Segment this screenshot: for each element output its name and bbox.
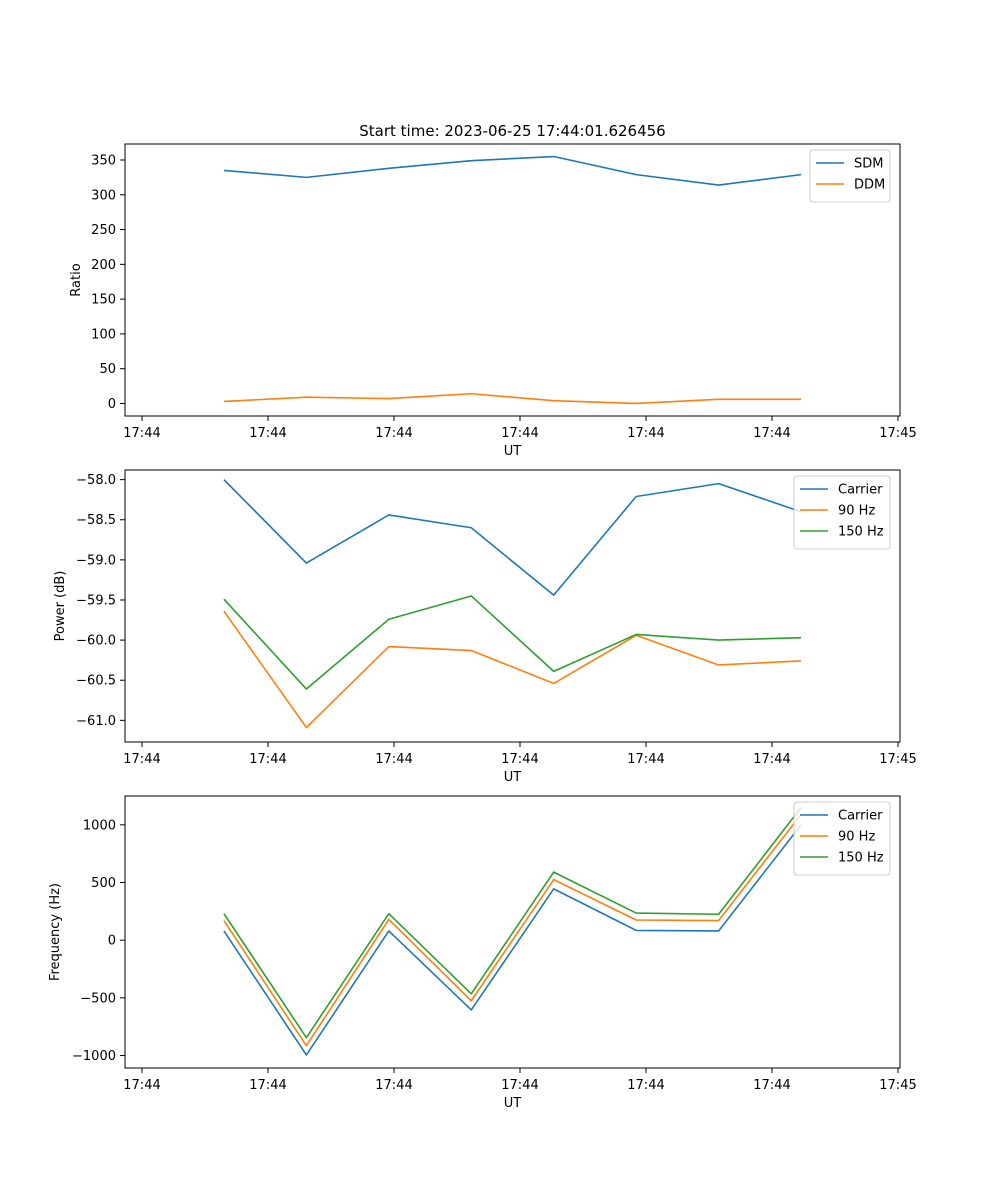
x-tick-label: 17:44 — [501, 426, 538, 441]
x-tick-label: 17:44 — [249, 426, 286, 441]
chart-title: Start time: 2023-06-25 17:44:01.626456 — [359, 122, 665, 140]
legend-entry: Carrier — [838, 483, 883, 498]
y-axis-label: Power (dB) — [53, 571, 68, 642]
x-tick-label: 17:44 — [249, 1078, 286, 1093]
y-tick-label: 500 — [91, 876, 116, 891]
x-tick-label: 17:44 — [627, 752, 664, 767]
x-axis-label: UT — [504, 1096, 522, 1111]
y-tick-label: 300 — [91, 188, 116, 203]
legend-entry: 150 Hz — [838, 525, 884, 540]
x-tick-label: 17:44 — [123, 1078, 160, 1093]
x-tick-label: 17:44 — [627, 426, 664, 441]
legend-entry: SDM — [854, 157, 883, 172]
legend-entry: 150 Hz — [838, 851, 884, 866]
y-tick-label: −59.5 — [76, 593, 116, 608]
subplot-2: 17:44 17:44 17:44 17:44 17:44 17:44 17:45 UT −61… — [53, 469, 917, 785]
x-tick-label: 17:44 — [501, 752, 538, 767]
series-line-90-hz — [223, 813, 802, 1047]
x-tick-label: 17:44 — [375, 426, 412, 441]
x-tick-label: 17:44 — [249, 752, 286, 767]
legend: Carrier 90 Hz 150 Hz — [793, 475, 891, 550]
legend: Carrier 90 Hz 150 Hz — [793, 801, 891, 876]
y-tick-label: 0 — [108, 934, 116, 949]
y-tick-label: 250 — [91, 223, 116, 238]
subplot-3: 17:44 17:44 17:44 17:44 17:44 17:44 17:45 UT −10… — [48, 795, 917, 1111]
series-line-150-hz — [223, 595, 802, 690]
series-line-150-hz — [223, 807, 802, 1039]
series-line-90-hz — [223, 610, 802, 729]
y-axis-label: Frequency (Hz) — [48, 883, 63, 981]
x-tick-label: 17:44 — [123, 752, 160, 767]
x-tick-label: 17:44 — [753, 1078, 790, 1093]
y-tick-label: −58.0 — [76, 473, 116, 488]
axes-frame — [124, 795, 901, 1069]
x-tick-label: 17:44 — [627, 1078, 664, 1093]
y-tick-label: −60.0 — [76, 634, 116, 649]
legend-entry: Carrier — [838, 809, 883, 824]
legend-entry: 90 Hz — [838, 504, 875, 519]
y-tick-label: 150 — [91, 293, 116, 308]
y-tick-label: −500 — [80, 991, 116, 1006]
y-tick-label: 200 — [91, 258, 116, 273]
x-tick-label: 17:45 — [879, 426, 916, 441]
y-tick-label: 100 — [91, 327, 116, 342]
x-tick-label: 17:44 — [501, 1078, 538, 1093]
series-line-ddm — [223, 392, 802, 405]
legend-entry: DDM — [854, 178, 885, 193]
legend: SDM DDM — [809, 149, 891, 203]
legend-entry: 90 Hz — [838, 830, 875, 845]
series-line-sdm — [223, 155, 802, 186]
subplot-1: Start time: 2023-06-25 17:44:01.626456 17… — [69, 122, 917, 459]
x-tick-label: 17:44 — [375, 752, 412, 767]
x-axis-label: UT — [504, 770, 522, 785]
x-axis-label: UT — [504, 444, 522, 459]
axes-frame — [124, 469, 901, 743]
y-axis-label: Ratio — [69, 263, 84, 296]
y-tick-label: −59.0 — [76, 553, 116, 568]
x-tick-label: 17:44 — [753, 426, 790, 441]
y-tick-label: −61.0 — [76, 714, 116, 729]
series-line-carrier — [223, 479, 802, 596]
y-tick-label: −58.5 — [76, 513, 116, 528]
x-tick-label: 17:44 — [375, 1078, 412, 1093]
x-tick-label: 17:44 — [123, 426, 160, 441]
x-tick-label: 17:45 — [879, 1078, 916, 1093]
y-tick-label: 350 — [91, 154, 116, 169]
y-tick-label: 0 — [108, 397, 116, 412]
axes-frame — [124, 143, 901, 417]
y-tick-label: −1000 — [72, 1049, 116, 1064]
x-tick-label: 17:44 — [753, 752, 790, 767]
x-tick-label: 17:45 — [879, 752, 916, 767]
y-tick-label: 50 — [99, 362, 116, 377]
y-tick-label: −60.5 — [76, 674, 116, 689]
series-line-carrier — [223, 824, 802, 1056]
y-tick-label: 1000 — [83, 818, 116, 833]
